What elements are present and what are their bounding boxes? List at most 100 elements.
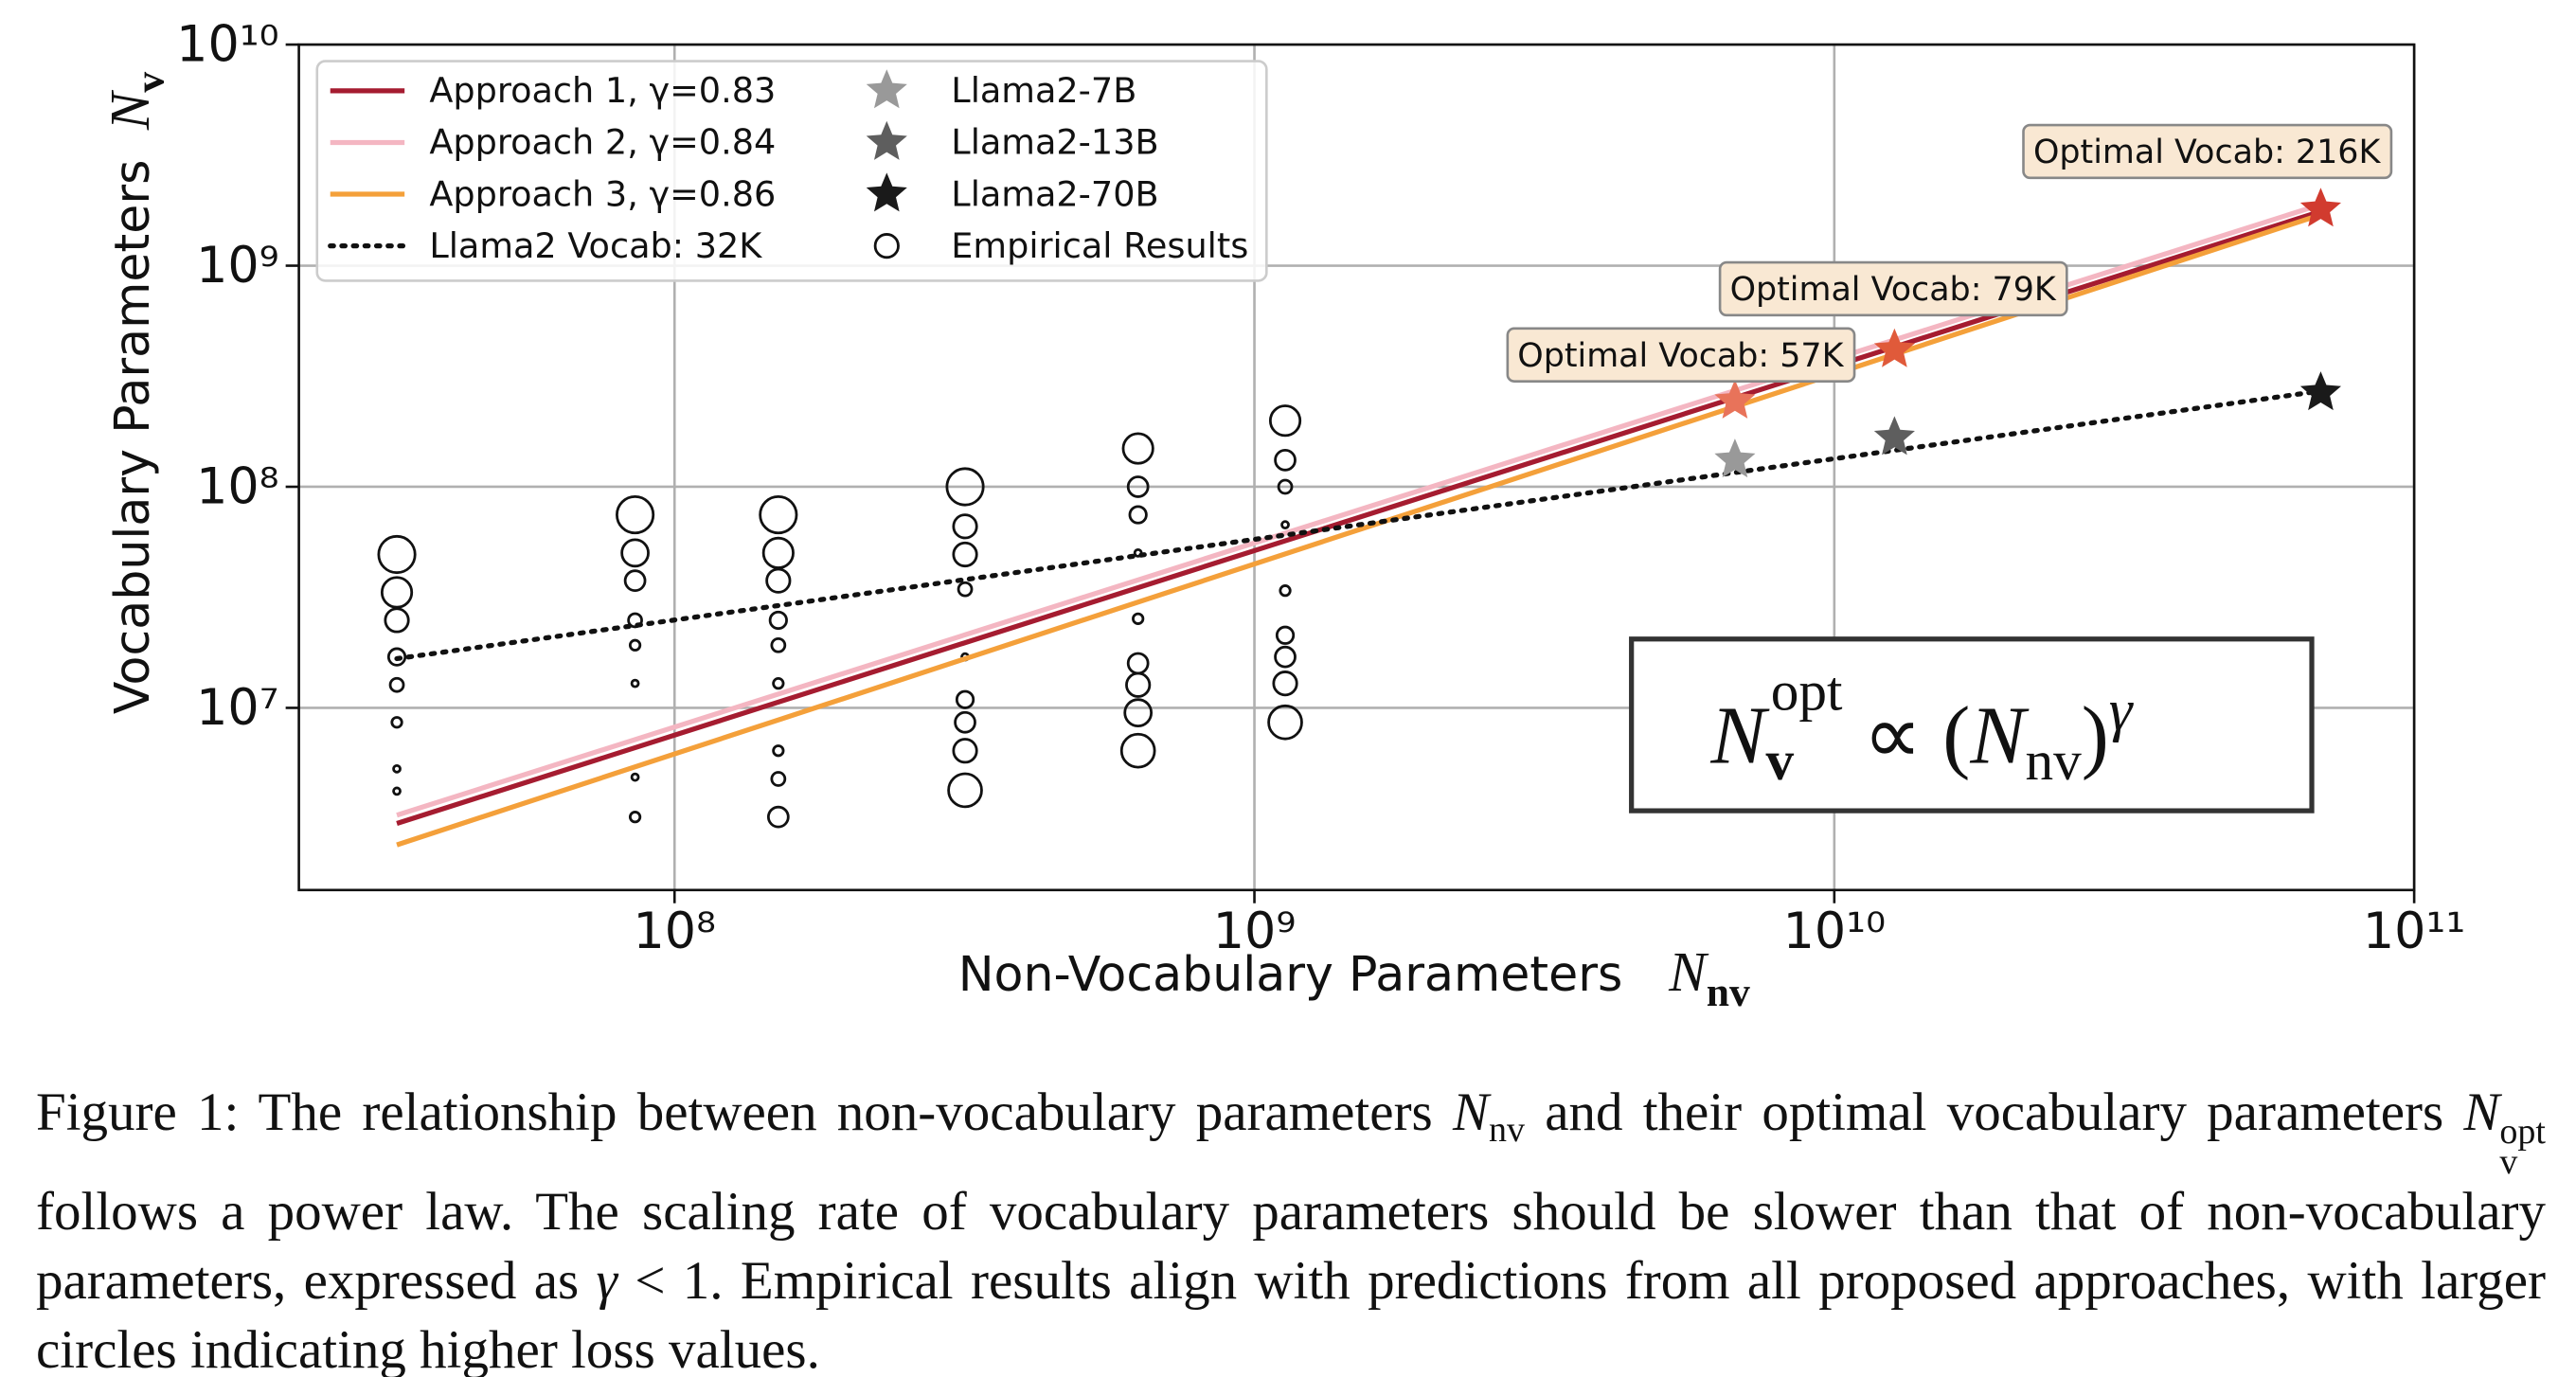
legend-handle xyxy=(866,120,907,160)
empirical-point xyxy=(1275,625,1296,645)
formula-sup: opt xyxy=(1771,660,1843,723)
empirical-point xyxy=(623,569,647,593)
x-tick-label: 10¹⁰ xyxy=(1783,903,1886,960)
y-axis-label: Vocabulary Parameters Nv xyxy=(98,72,173,714)
empirical-point xyxy=(768,610,788,631)
legend-label: Approach 3, γ=0.86 xyxy=(429,173,776,214)
empirical-point xyxy=(1267,704,1303,741)
legend-entry: Approach 2, γ=0.84 xyxy=(330,122,776,163)
empirical-point xyxy=(1272,671,1298,697)
caption-text: Figure 1: The relationship between non-v… xyxy=(36,1082,1453,1142)
formula-sub: v xyxy=(1765,729,1794,792)
empirical-point xyxy=(1121,432,1154,465)
empirical-point xyxy=(392,786,402,796)
legend-entry: Approach 3, γ=0.86 xyxy=(330,173,776,214)
legend-label: Empirical Results xyxy=(951,225,1248,266)
legend-entry: Llama2-7B xyxy=(866,69,1136,111)
caption-text: and their optimal vocabulary parameters xyxy=(1524,1082,2464,1142)
empirical-point xyxy=(1132,612,1145,625)
caption-math-sub: nv xyxy=(1488,1110,1525,1150)
legend-entry: Llama2-13B xyxy=(866,120,1159,163)
empirical-point xyxy=(386,647,407,667)
empirical-point xyxy=(772,744,785,758)
x-label-sub: nv xyxy=(1707,970,1750,1015)
x-label-symbol: N xyxy=(1668,940,1709,1003)
empirical-point xyxy=(759,494,798,535)
caption-math: γ xyxy=(596,1251,617,1311)
x-tick-label: 10¹¹ xyxy=(2363,903,2465,960)
empirical-point xyxy=(1274,645,1297,669)
plot-area: 10⁸ 10⁹ 10¹⁰ 10¹¹ 10⁷ 10⁸ 10⁹ 10¹⁰ Optimal Vocab… xyxy=(176,16,2465,960)
legend: Approach 1, γ=0.83 Approach 2, γ=0.84 Appr… xyxy=(315,60,1268,282)
y-label-sub: v xyxy=(128,72,173,93)
y-label-symbol: N xyxy=(98,89,161,131)
annotation-box xyxy=(1506,327,1856,383)
figure-caption: Figure 1: The relationship between non-v… xyxy=(36,1078,2546,1377)
legend-label: Llama2-13B xyxy=(951,122,1158,163)
formula-base2: N xyxy=(1969,689,2030,781)
empirical-point xyxy=(952,738,978,764)
optimal-star xyxy=(1873,328,1915,367)
star-marker xyxy=(2299,371,2342,411)
plot-frame xyxy=(297,43,2416,892)
empirical-point xyxy=(1279,584,1292,598)
formula-close: ) xyxy=(2082,689,2109,781)
caption-math-scripts: opt v xyxy=(2499,1112,2546,1182)
empirical-point xyxy=(628,811,642,824)
empirical-point xyxy=(770,636,787,653)
legend-label: Approach 1, γ=0.83 xyxy=(429,70,776,111)
legend-label: Llama2 Vocab: 32K xyxy=(429,225,762,266)
empirical-point xyxy=(947,772,983,809)
chart: 10⁸ 10⁹ 10¹⁰ 10¹¹ 10⁷ 10⁸ 10⁹ 10¹⁰ Optimal Vocab… xyxy=(98,16,2465,1015)
legend-label: Llama2-7B xyxy=(951,70,1136,111)
empirical-point xyxy=(1125,671,1152,698)
annotation-box xyxy=(2022,123,2393,180)
empirical-point xyxy=(761,536,795,569)
y-tick-label: 10¹⁰ xyxy=(176,16,278,74)
legend-entry: Empirical Results xyxy=(873,225,1248,266)
caption-math: N xyxy=(1452,1082,1489,1142)
y-tick-label: 10⁸ xyxy=(196,457,279,515)
empirical-point xyxy=(954,710,976,734)
legend-label: Approach 2, γ=0.84 xyxy=(429,122,776,163)
empirical-point xyxy=(380,576,414,609)
formula: Nvopt ∝ (Nnv)γ xyxy=(1709,660,2134,792)
annotation: Optimal Vocab: 216K xyxy=(2033,134,2381,171)
y-tick-label: 10⁹ xyxy=(196,237,279,295)
legend-handle xyxy=(866,172,907,212)
empirical-point xyxy=(1119,732,1156,769)
x-label-text: Non-Vocabulary Parameters xyxy=(958,946,1623,1002)
legend-frame xyxy=(315,60,1268,282)
empirical-point xyxy=(1280,520,1290,530)
empirical-point xyxy=(630,678,640,688)
legend-entry: Llama2-70B xyxy=(866,172,1159,214)
empirical-point xyxy=(955,689,975,709)
formula-exp: γ xyxy=(2109,677,2135,743)
legend-label: Llama2-70B xyxy=(951,173,1158,214)
empirical-point xyxy=(377,534,417,575)
x-axis-label: Non-Vocabulary Parameters Nnv xyxy=(958,940,1750,1015)
empirical-point xyxy=(630,772,640,782)
empirical-point xyxy=(1126,652,1150,675)
star-marker xyxy=(1873,416,1915,456)
x-tick-label: 10⁹ xyxy=(1213,903,1297,960)
caption-text: < 1. Empirical results align with predic… xyxy=(36,1251,2546,1377)
empirical-point xyxy=(392,763,402,774)
formula-sub2: nv xyxy=(2025,729,2082,792)
optimal-star xyxy=(1714,379,1756,419)
formula-base: N xyxy=(1709,689,1770,781)
annotation: Optimal Vocab: 79K xyxy=(1730,271,2057,309)
y-tick-label: 10⁷ xyxy=(196,679,279,737)
empirical-point xyxy=(766,805,790,829)
empirical-point xyxy=(628,638,642,652)
caption-math-sup: opt xyxy=(2499,1112,2546,1152)
empirical-point xyxy=(627,612,643,629)
empirical-point xyxy=(384,607,410,634)
legend-entry: Llama2 Vocab: 32K xyxy=(328,225,762,266)
caption-math-sub: v xyxy=(2499,1142,2518,1182)
empirical-point xyxy=(1277,478,1294,495)
star-marker xyxy=(1714,438,1756,478)
empirical-point xyxy=(620,538,650,568)
series-line xyxy=(394,388,2324,662)
